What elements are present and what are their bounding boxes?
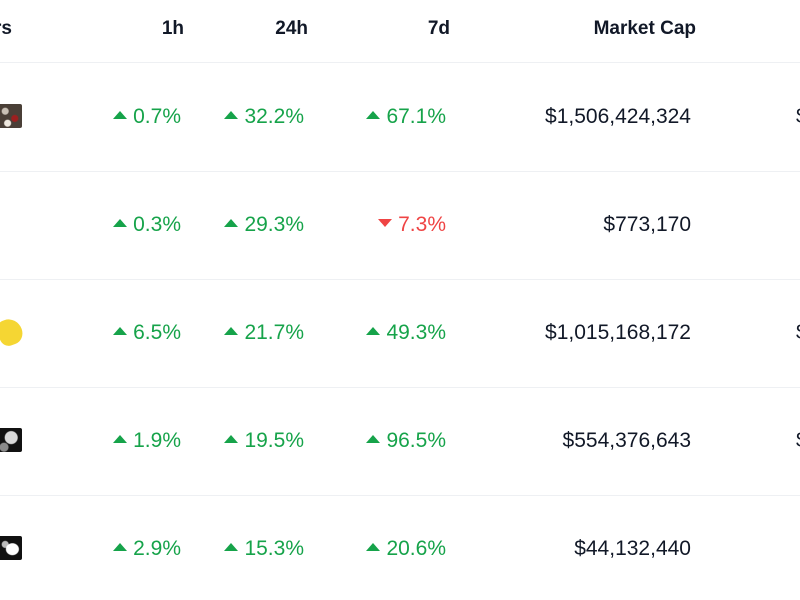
table-row[interactable]: 6.5% 21.7% 49.3% $1,015,168,172 $ (0, 279, 800, 388)
next-column-partial: $ (796, 321, 800, 345)
change-24h: 21.7% (224, 321, 304, 345)
caret-down-icon (378, 219, 393, 228)
table-row[interactable]: 2.9% 15.3% 20.6% $44,132,440 (0, 495, 800, 600)
table-row[interactable]: 0.3% 29.3% 7.3% $773,170 (0, 171, 800, 280)
change-24h: 29.3% (224, 213, 304, 237)
caret-up-icon (224, 543, 239, 552)
change-1h: 6.5% (113, 321, 181, 345)
coin-logo-icon (0, 104, 22, 128)
caret-up-icon (113, 111, 128, 120)
market-cap-value: $1,506,424,324 (545, 105, 691, 128)
header-24h[interactable]: 24h (275, 18, 308, 39)
change-7d: 49.3% (366, 321, 446, 345)
table-row[interactable]: 0.7% 32.2% 67.1% $1,506,424,324 $ (0, 63, 800, 172)
change-1h: 2.9% (113, 537, 181, 561)
caret-up-icon (224, 435, 239, 444)
change-7d: 20.6% (366, 537, 446, 561)
coin-logo-icon (0, 428, 22, 452)
caret-up-icon (224, 111, 239, 120)
coin-logo-icon (0, 315, 26, 349)
change-1h: 0.3% (113, 213, 181, 237)
caret-up-icon (366, 435, 381, 444)
table-header: rs 1h 24h 7d Market Cap (0, 0, 800, 63)
caret-up-icon (366, 327, 381, 336)
caret-up-icon (113, 327, 128, 336)
change-24h: 19.5% (224, 429, 304, 453)
header-partial-column[interactable]: rs (0, 18, 12, 39)
coin-logo-icon (0, 536, 22, 560)
market-cap-value: $44,132,440 (574, 537, 691, 560)
caret-up-icon (224, 219, 239, 228)
change-7d: 67.1% (366, 105, 446, 129)
change-24h: 15.3% (224, 537, 304, 561)
change-24h: 32.2% (224, 105, 304, 129)
change-1h: 0.7% (113, 105, 181, 129)
caret-up-icon (366, 543, 381, 552)
table-row[interactable]: 1.9% 19.5% 96.5% $554,376,643 $ (0, 387, 800, 496)
market-cap-value: $1,015,168,172 (545, 321, 691, 344)
caret-up-icon (113, 435, 128, 444)
caret-up-icon (224, 327, 239, 336)
header-7d[interactable]: 7d (427, 18, 450, 39)
market-cap-value: $554,376,643 (562, 429, 691, 452)
next-column-partial: $ (796, 105, 800, 129)
header-1h[interactable]: 1h (161, 18, 184, 39)
next-column-partial: $ (796, 429, 800, 453)
caret-up-icon (366, 111, 381, 120)
caret-up-icon (113, 543, 128, 552)
change-7d: 7.3% (378, 213, 446, 237)
caret-up-icon (113, 219, 128, 228)
change-1h: 1.9% (113, 429, 181, 453)
change-7d: 96.5% (366, 429, 446, 453)
market-cap-value: $773,170 (603, 213, 691, 236)
header-market-cap[interactable]: Market Cap (593, 18, 696, 39)
